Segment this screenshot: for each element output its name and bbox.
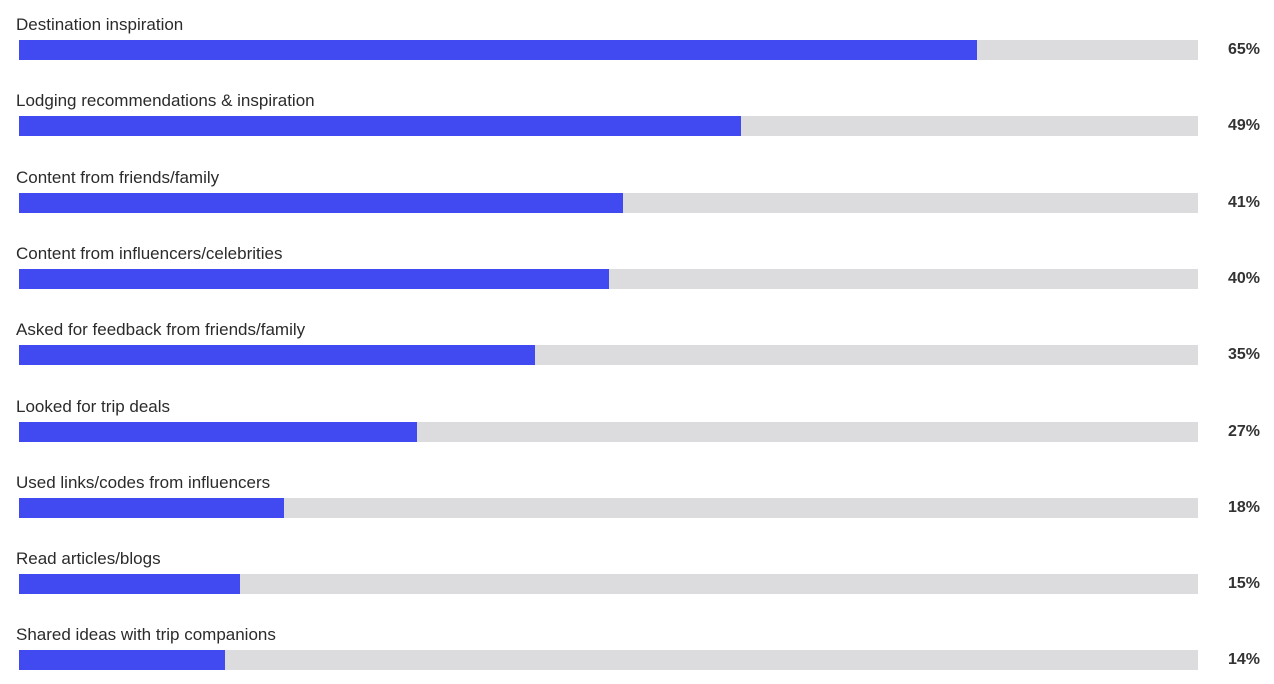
bar-row: Shared ideas with trip companions 14%: [0, 624, 1274, 684]
bar-track: [19, 574, 1198, 595]
bar-row: Looked for trip deals 27%: [0, 396, 1274, 456]
bar-row: Content from friends/family 41%: [0, 167, 1274, 227]
value-label: 15%: [1228, 575, 1261, 593]
value-label: 49%: [1228, 117, 1261, 135]
category-label: Content from influencers/celebrities: [16, 243, 283, 263]
bar-row: Read articles/blogs 15%: [0, 548, 1274, 608]
category-label: Asked for feedback from friends/family: [16, 320, 306, 340]
category-label: Content from friends/family: [16, 167, 220, 187]
bar-row: Destination inspiration 65%: [0, 14, 1274, 74]
bar: [19, 650, 226, 671]
value-label: 35%: [1228, 346, 1261, 364]
bar: [19, 574, 241, 595]
category-label: Lodging recommendations & inspiration: [16, 91, 315, 111]
bar: [19, 116, 742, 137]
category-label: Looked for trip deals: [16, 396, 171, 416]
bar-track: [19, 497, 1198, 518]
bar-row: Used links/codes from influencers 18%: [0, 472, 1274, 532]
category-label: Destination inspiration: [16, 15, 184, 34]
horizontal-bar-chart: Destination inspiration 65% Lodging recomm…: [0, 14, 1274, 671]
bar: [19, 497, 285, 518]
category-label: Used links/codes from influencers: [16, 472, 271, 492]
value-label: 18%: [1228, 498, 1261, 516]
bar-track: [19, 116, 1198, 137]
value-label: 14%: [1228, 651, 1261, 669]
bar-track: [19, 421, 1198, 442]
bar-track: [19, 268, 1198, 289]
bar: [19, 40, 977, 60]
bar: [19, 268, 609, 289]
bar-row: Asked for feedback from friends/family 35…: [0, 319, 1274, 379]
category-label: Read articles/blogs: [16, 549, 161, 569]
bar: [19, 345, 535, 366]
category-label: Shared ideas with trip companions: [16, 625, 276, 645]
value-label: 65%: [1228, 41, 1261, 58]
value-label: 41%: [1228, 193, 1261, 211]
bar-track: [19, 40, 1198, 60]
bar-track: [19, 650, 1198, 671]
value-label: 27%: [1228, 422, 1261, 440]
value-label: 40%: [1228, 269, 1261, 287]
bar-track: [19, 345, 1198, 366]
bar: [19, 192, 624, 213]
bar-row: Content from influencers/celebrities 40%: [0, 243, 1274, 303]
bar-row: Lodging recommendations & inspiration 49%: [0, 90, 1274, 150]
bar-track: [19, 192, 1198, 213]
bar: [19, 421, 417, 442]
